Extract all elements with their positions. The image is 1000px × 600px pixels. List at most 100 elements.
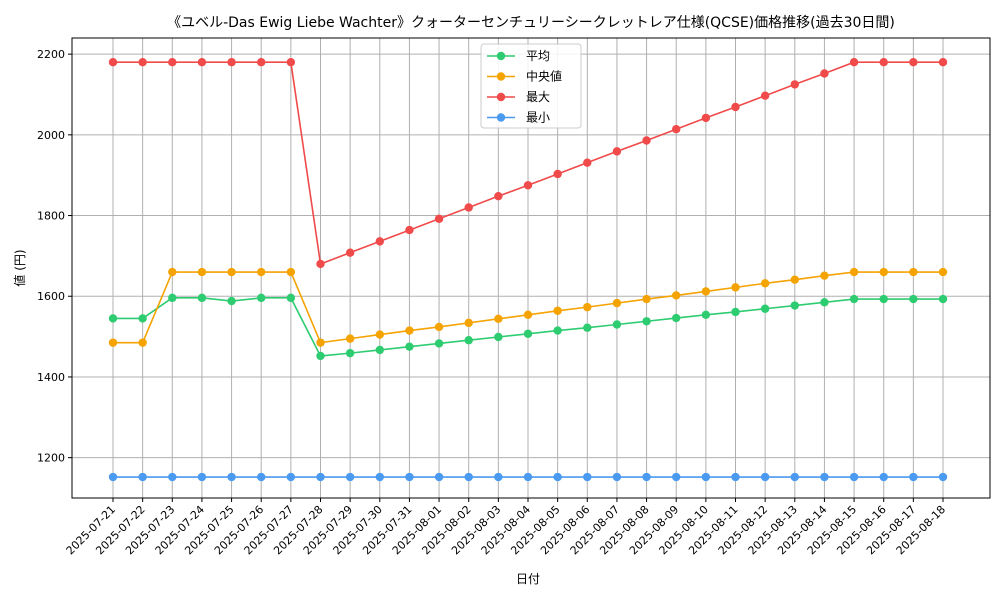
data-point	[612, 147, 622, 156]
data-point	[701, 472, 711, 482]
data-point	[849, 267, 859, 277]
data-point	[345, 472, 355, 482]
data-point	[108, 58, 118, 67]
data-point	[345, 248, 355, 257]
y-tick-label: 2200	[37, 48, 65, 61]
data-point	[316, 338, 325, 347]
data-point	[168, 293, 177, 303]
data-point	[612, 320, 622, 329]
data-point	[138, 338, 147, 347]
data-point	[316, 351, 325, 361]
y-tick-label: 1600	[37, 290, 65, 303]
data-point	[820, 271, 829, 280]
data-point	[168, 58, 177, 67]
data-point	[523, 329, 533, 338]
data-point	[108, 472, 118, 482]
data-point	[197, 472, 207, 482]
data-point	[849, 472, 859, 482]
y-tick-label: 1200	[37, 452, 65, 465]
data-point	[583, 158, 592, 167]
data-point	[405, 342, 414, 351]
data-point	[257, 58, 266, 67]
data-point	[849, 58, 859, 67]
legend-swatch-marker	[496, 92, 506, 102]
data-point	[434, 472, 444, 482]
data-point	[820, 298, 829, 307]
data-point	[197, 267, 207, 277]
data-point	[375, 237, 384, 246]
data-point	[879, 294, 888, 304]
data-point	[642, 294, 651, 304]
data-point	[138, 472, 147, 482]
data-point	[909, 472, 918, 482]
data-point	[286, 472, 296, 482]
y-tick-label: 2000	[37, 129, 65, 142]
data-point	[760, 472, 770, 482]
data-point	[553, 169, 562, 179]
data-point	[316, 472, 325, 482]
legend-label: 中央値	[526, 69, 562, 84]
data-point	[464, 318, 473, 328]
data-point	[820, 69, 829, 78]
data-point	[345, 348, 355, 358]
data-point	[375, 330, 384, 339]
data-point	[672, 472, 681, 482]
data-point	[464, 472, 473, 482]
legend-box	[480, 43, 582, 129]
data-point	[286, 293, 296, 303]
data-point	[553, 306, 562, 315]
data-point	[790, 301, 799, 310]
data-point	[760, 91, 770, 100]
data-point	[108, 314, 118, 323]
data-point	[227, 267, 236, 277]
data-point	[464, 336, 473, 345]
data-point	[879, 472, 888, 482]
data-point	[523, 472, 533, 482]
legend-label: 最小	[526, 111, 550, 125]
data-point	[434, 322, 444, 332]
data-point	[553, 326, 562, 335]
series-lines	[108, 58, 948, 482]
data-point	[464, 203, 473, 212]
data-point	[642, 317, 651, 326]
data-point	[790, 275, 799, 284]
data-point	[583, 323, 592, 332]
chart-title: 《ユベル-Das Ewig Liebe Wachter》クォーターセンチュリーシ…	[167, 15, 895, 31]
y-tick-label: 1800	[37, 210, 65, 223]
data-point	[227, 58, 236, 67]
data-point	[938, 294, 948, 304]
data-point	[701, 287, 711, 296]
data-point	[909, 267, 918, 277]
data-point	[197, 58, 207, 67]
data-point	[108, 338, 118, 347]
data-point	[583, 302, 592, 312]
data-point	[434, 339, 444, 348]
data-point	[257, 293, 266, 303]
data-point	[731, 472, 740, 482]
y-tick-label: 1400	[37, 371, 65, 384]
data-point	[612, 472, 622, 482]
data-point	[642, 472, 651, 482]
data-point	[612, 298, 622, 308]
data-point	[701, 310, 711, 320]
data-point	[375, 345, 384, 355]
data-point	[879, 58, 888, 67]
data-point	[672, 313, 681, 323]
data-point	[938, 472, 948, 482]
data-point	[523, 181, 533, 190]
data-point	[553, 472, 562, 482]
legend-swatch-marker	[496, 51, 506, 61]
data-point	[938, 58, 948, 67]
data-point	[820, 472, 829, 482]
data-point	[731, 283, 740, 292]
data-point	[849, 294, 859, 304]
data-point	[494, 472, 503, 482]
data-point	[168, 472, 177, 482]
data-point	[434, 214, 444, 223]
data-point	[790, 80, 799, 89]
data-point	[879, 267, 888, 277]
data-point	[731, 102, 740, 112]
data-point	[257, 472, 266, 482]
